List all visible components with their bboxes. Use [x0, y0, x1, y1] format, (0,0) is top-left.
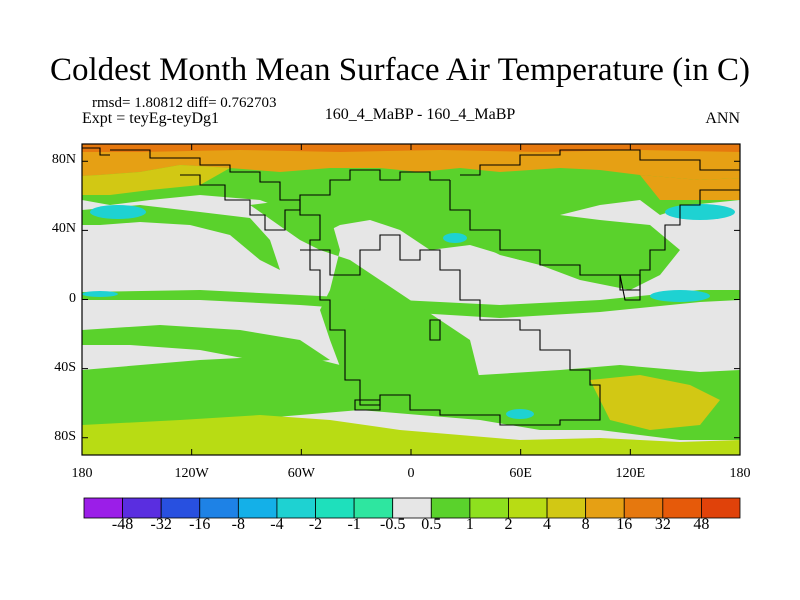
colorbar-swatch	[160, 497, 201, 519]
experiment-label: Expt = teyEg-teyDg1	[82, 110, 219, 127]
field-green-north	[82, 144, 740, 260]
colorbar-label: 48	[693, 516, 710, 533]
axis-ticks	[81, 144, 741, 455]
colorbar-swatch	[237, 497, 278, 519]
colorbar-swatch	[353, 497, 394, 519]
colorbar-label: -8	[231, 516, 245, 533]
colorbar-label: -1	[347, 516, 361, 533]
y-tick-label: 80N	[51, 152, 76, 168]
colorbar-label: 32	[654, 516, 671, 533]
colorbar-swatch	[276, 497, 316, 519]
y-tick-label: 40S	[54, 359, 76, 375]
coastline-islands	[354, 274, 641, 411]
x-tick-label: 180	[71, 466, 93, 481]
colorbar-label: 2	[504, 516, 513, 533]
colorbar-swatch	[701, 497, 741, 519]
colorbar-swatch	[122, 497, 162, 519]
colorbar-label: -2	[308, 516, 323, 533]
field-yellow-green-south	[82, 415, 740, 455]
coastline-north-america	[82, 147, 450, 231]
field-yellow-australia	[590, 375, 720, 430]
colorbar-label: 16	[616, 516, 633, 533]
chart-title: Coldest Month Mean Surface Air Temperatu…	[50, 52, 750, 88]
field-cyan-central	[443, 233, 467, 243]
run-label: 160_4_MaBP - 160_4_MaBP	[324, 106, 516, 123]
colorbar-swatch	[315, 497, 355, 519]
stats-text: rmsd= 1.80812 diff= 0.762703	[92, 95, 277, 111]
colorbar-swatch	[585, 497, 625, 519]
coastline-north	[110, 149, 601, 426]
field-cyan-south	[506, 409, 534, 419]
field-yellow-north	[82, 165, 230, 195]
field-orange-east	[640, 175, 740, 200]
colorbar-label: -32	[150, 516, 172, 533]
colorbar-label: -0.5	[380, 516, 406, 533]
x-tick-label: 60E	[509, 466, 532, 481]
colorbar-label: 4	[543, 516, 552, 533]
colorbar-label: -16	[189, 516, 211, 533]
x-tick-label: 120W	[174, 466, 209, 481]
field-orange-north	[82, 144, 740, 180]
colorbar-swatch	[199, 497, 239, 519]
field-green-equator	[82, 290, 740, 318]
colorbar-swatch	[546, 497, 587, 519]
colorbar	[83, 497, 741, 519]
y-tick-label: 40N	[51, 221, 76, 237]
colorbar-label: 0.5	[421, 516, 442, 533]
coastlines	[82, 147, 740, 426]
colorbar-swatch	[83, 497, 123, 519]
colorbar-swatch	[662, 497, 702, 519]
colorbar-swatch	[430, 497, 471, 519]
field-green-pacific-south	[82, 325, 330, 365]
coastline-eurasia	[449, 149, 740, 291]
field-cyan-equator	[82, 291, 118, 297]
colorbar-swatch	[508, 497, 548, 519]
y-tick-label: 0	[69, 290, 76, 306]
y-tick-label: 80S	[54, 428, 76, 444]
field-green-pacific-arc	[82, 205, 280, 270]
colorbar-label: -4	[270, 516, 284, 533]
colorbar-swatch	[623, 497, 664, 519]
field-cyan-pacific	[665, 204, 735, 220]
x-tick-label: 180	[729, 466, 751, 481]
colorbar-label: -48	[111, 516, 134, 533]
colorbar-swatch	[392, 497, 432, 519]
colorbar-swatch	[469, 497, 509, 519]
temperature-field	[82, 144, 740, 455]
season-label: ANN	[705, 110, 740, 127]
x-tick-label: 60W	[287, 466, 315, 481]
field-cyan-atlantic	[90, 205, 146, 219]
x-tick-label: 0	[407, 466, 415, 481]
field-green-asia	[450, 200, 680, 290]
colorbar-label: 8	[581, 516, 590, 533]
x-tick-label: 120E	[615, 466, 646, 481]
field-cyan-indian	[650, 290, 710, 302]
colorbar-label: 1	[465, 516, 474, 533]
